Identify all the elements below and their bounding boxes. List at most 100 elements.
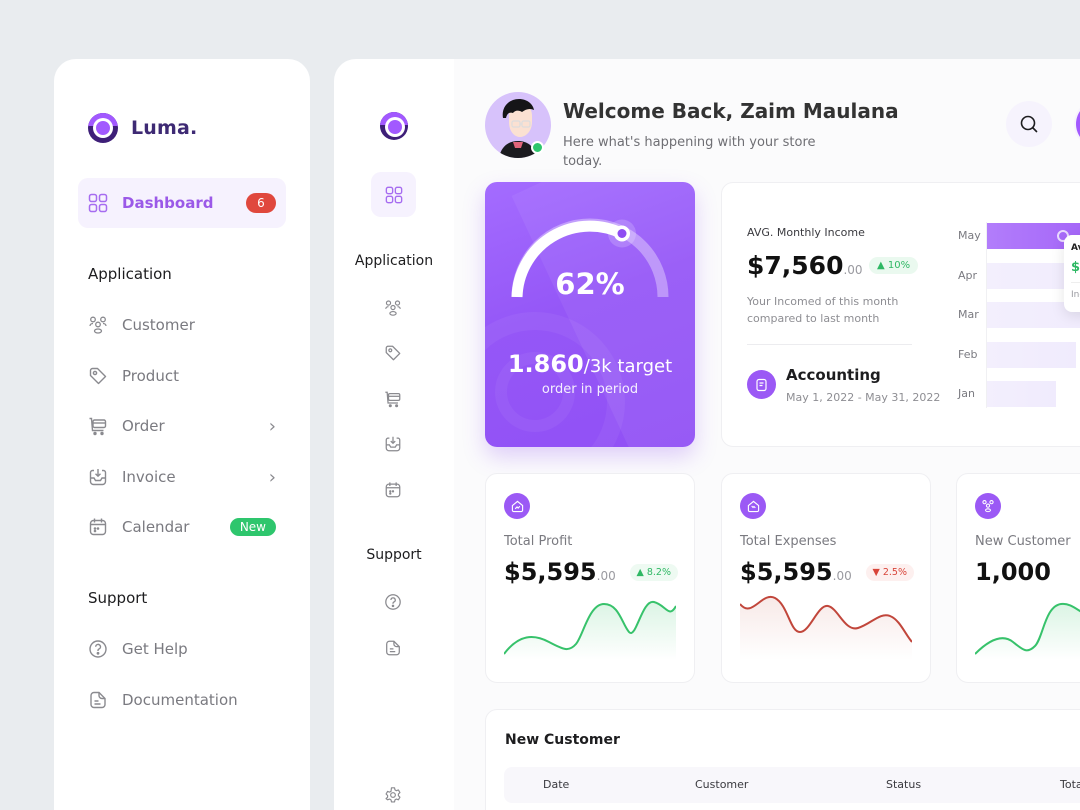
tag-icon xyxy=(385,345,401,361)
sidebar-item-label: Documentation xyxy=(122,691,238,709)
sidebar-item-dashboard[interactable]: Dashboard 6 xyxy=(78,178,286,228)
order-target-card: 62% 1.860/3k target order in period xyxy=(485,182,695,447)
mini-section-title-support: Support xyxy=(366,547,422,563)
users-icon xyxy=(89,316,107,334)
stat-value: $5,595.00 xyxy=(504,558,616,586)
chevron-right-icon[interactable]: › xyxy=(268,415,276,437)
income-change-badge: ▲ 10% xyxy=(869,257,919,274)
sidebar-item-label: Customer xyxy=(122,316,195,334)
brand-name: Luma. xyxy=(131,117,198,139)
brand[interactable]: Luma. xyxy=(88,113,197,143)
mini-section-title-application: Application xyxy=(354,253,434,269)
stat-card-new-customer: New Customer 1,000 xyxy=(956,473,1080,683)
new-badge: New xyxy=(229,518,276,536)
income-value: $7,560.00 xyxy=(747,251,863,280)
accounting-title[interactable]: Accounting xyxy=(786,366,881,384)
mini-nav-invoice[interactable] xyxy=(383,434,403,454)
grid-icon xyxy=(385,186,402,203)
section-title-support: Support xyxy=(88,589,148,607)
welcome-subtitle: Here what's happening with your store to… xyxy=(563,135,816,169)
order-caption: order in period xyxy=(541,382,639,397)
luma-logo-icon xyxy=(88,113,118,143)
chart-tooltip: Av $7 Inc xyxy=(1064,235,1080,312)
accounting-icon xyxy=(747,370,776,399)
notification-badge: 6 xyxy=(246,193,276,213)
mini-nav-settings[interactable] xyxy=(383,785,403,805)
column-header-status[interactable]: Status xyxy=(886,778,922,791)
mini-nav-customer[interactable] xyxy=(383,298,403,318)
chart-label: Mar xyxy=(958,308,979,321)
chart-label: Jan xyxy=(958,387,975,400)
mini-nav-order[interactable] xyxy=(383,389,403,409)
column-header-date[interactable]: Date xyxy=(543,778,570,791)
mini-nav-get-help[interactable] xyxy=(383,592,403,612)
stat-change-badge: ▼ 2.5% xyxy=(865,564,914,581)
grid-icon xyxy=(88,193,108,213)
stat-label: Total Profit xyxy=(504,534,573,549)
users-icon xyxy=(975,493,1001,519)
column-header-total[interactable]: Total xyxy=(1060,778,1080,791)
sidebar-item-label: Calendar xyxy=(122,518,190,536)
help-circle-icon xyxy=(89,640,107,658)
customer-sparkline xyxy=(975,602,1080,660)
progress-percent: 62% xyxy=(555,267,625,301)
stat-amount: $5,595 xyxy=(740,558,833,586)
mini-nav-documentation[interactable] xyxy=(383,638,403,658)
mini-nav-product[interactable] xyxy=(383,343,403,363)
user-avatar-illustration-icon xyxy=(499,99,537,158)
stat-value: $5,595.00 xyxy=(740,558,852,586)
new-customer-table: New Customer Date Customer Status Total xyxy=(485,709,1080,810)
cart-icon xyxy=(89,417,107,436)
arrow-down-icon: ▼ xyxy=(872,567,880,578)
sidebar-item-product[interactable]: Product xyxy=(88,363,276,389)
sidebar-item-customer[interactable]: Customer xyxy=(88,312,276,338)
gear-icon xyxy=(385,787,401,803)
arrow-up-icon: ▲ xyxy=(636,567,644,578)
chart-bar-feb[interactable] xyxy=(987,342,1076,368)
profit-sparkline xyxy=(504,601,676,660)
chart-bar-jan[interactable] xyxy=(987,381,1056,407)
stat-amount: $5,595 xyxy=(504,558,597,586)
sidebar-item-order[interactable]: Order › xyxy=(88,413,276,439)
expenses-sparkline xyxy=(740,595,912,660)
stat-card-total-expenses: Total Expenses $5,595.00 ▼ 2.5% xyxy=(721,473,931,683)
arrow-up-icon: ▲ xyxy=(877,260,885,271)
online-status-indicator xyxy=(531,141,544,154)
luma-logo-icon[interactable] xyxy=(380,112,408,140)
stat-change-value: 2.5% xyxy=(882,567,907,578)
help-circle-icon xyxy=(385,594,401,610)
sidebar-item-label: Get Help xyxy=(122,640,188,658)
cart-icon xyxy=(385,391,401,408)
section-title-application: Application xyxy=(88,265,172,283)
income-cents: .00 xyxy=(843,263,863,277)
stat-value: 1,000 xyxy=(975,558,1051,586)
sidebar-collapsed: Application Support xyxy=(334,59,454,810)
income-description: Your Incomed of this month compared to l… xyxy=(747,295,899,325)
sidebar-item-label: Order xyxy=(122,417,165,435)
order-count: 1.860/3k target xyxy=(485,350,695,378)
profile-button[interactable] xyxy=(1076,101,1080,147)
order-target: /3k target xyxy=(583,356,673,377)
sidebar-item-calendar[interactable]: Calendar New xyxy=(88,514,276,540)
welcome-title: Welcome Back, Zaim Maulana xyxy=(563,99,899,123)
progress-gauge xyxy=(511,218,669,298)
stat-cents: .00 xyxy=(596,569,616,583)
stat-change-badge: ▲ 8.2% xyxy=(629,564,678,581)
stat-cents: .00 xyxy=(832,569,852,583)
mini-nav-calendar[interactable] xyxy=(383,480,403,500)
users-icon xyxy=(385,300,401,316)
sidebar-item-label: Invoice xyxy=(122,468,176,486)
stat-label: Total Expenses xyxy=(740,534,837,549)
inbox-download-icon xyxy=(89,469,107,486)
column-header-customer[interactable]: Customer xyxy=(695,778,749,791)
chevron-right-icon[interactable]: › xyxy=(268,466,276,488)
sidebar-item-invoice[interactable]: Invoice › xyxy=(88,464,276,490)
income-label: AVG. Monthly Income xyxy=(747,226,865,239)
sidebar-item-documentation[interactable]: Documentation xyxy=(88,687,276,713)
calendar-icon xyxy=(385,482,401,498)
sidebar-item-get-help[interactable]: Get Help xyxy=(88,636,276,662)
search-button[interactable] xyxy=(1006,101,1052,147)
mini-nav-dashboard[interactable] xyxy=(371,172,416,217)
inbox-download-icon xyxy=(385,436,401,452)
document-icon xyxy=(90,691,106,709)
